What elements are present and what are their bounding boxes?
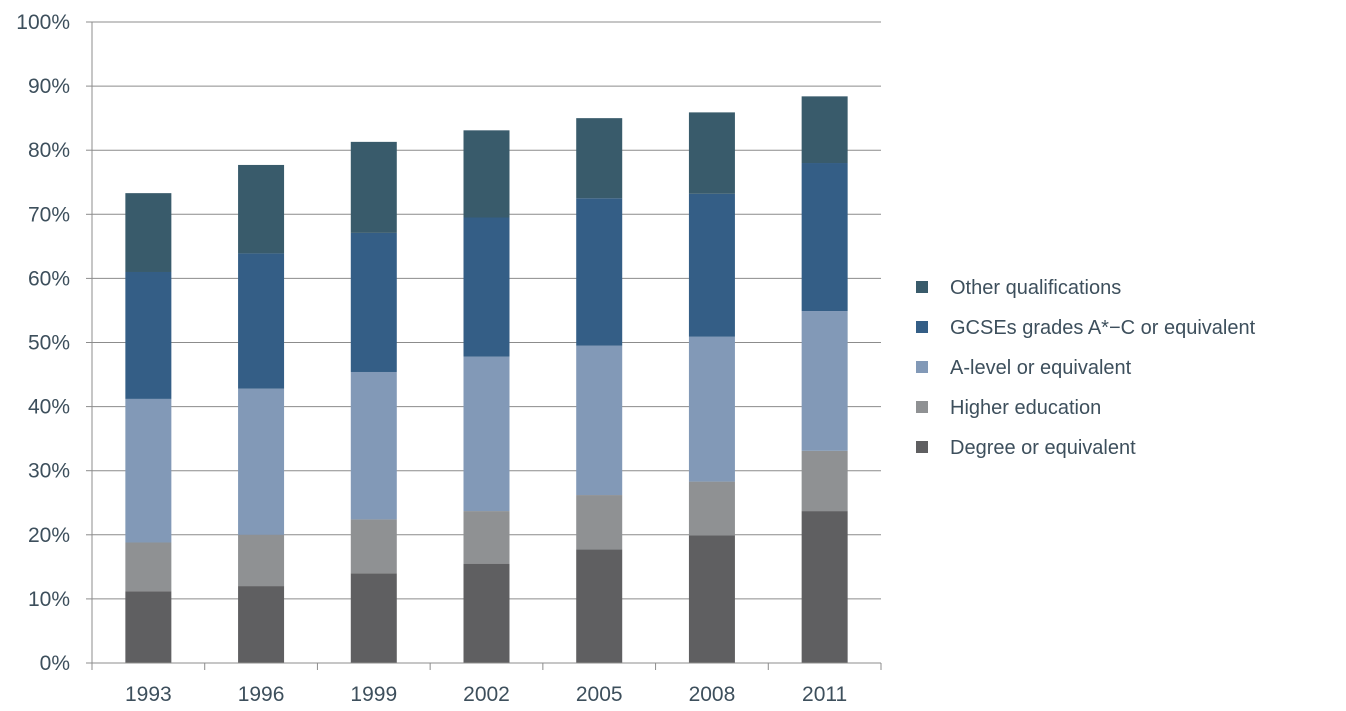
bar-segment-degree-or-equivalent-2005	[576, 549, 623, 663]
bar-segment-degree-or-equivalent-1996	[238, 586, 285, 663]
legend-label: Other qualifications	[950, 277, 1121, 299]
x-tick-label: 2008	[689, 683, 736, 706]
legend-swatch	[916, 441, 928, 453]
legend-swatch	[916, 321, 928, 333]
legend: Other qualifications GCSEs grades A*−C or…	[916, 277, 1256, 459]
bar-segment-higher-education-2011	[801, 450, 848, 512]
bar-segment-a-level-or-equivalent-2008	[688, 336, 735, 482]
bar-segment-a-level-or-equivalent-1999	[350, 371, 397, 520]
y-tick-label: 90%	[28, 75, 70, 98]
bar-segment-higher-education-2008	[688, 481, 735, 536]
legend-swatch	[916, 281, 928, 293]
bar-segment-a-level-or-equivalent-1996	[238, 388, 285, 535]
bar-segment-other-qualifications-1996	[238, 164, 285, 254]
bar-segment-gcses-grades-a-c-or-equivalent-2005	[576, 198, 623, 346]
bars	[125, 96, 848, 663]
bar-segment-higher-education-1999	[350, 519, 397, 574]
bar-segment-degree-or-equivalent-2008	[688, 535, 735, 663]
y-tick-label: 70%	[28, 203, 70, 226]
bar-segment-degree-or-equivalent-2002	[463, 563, 510, 663]
bar-segment-other-qualifications-2002	[463, 130, 510, 218]
y-tick-label: 80%	[28, 139, 70, 162]
x-tick-label: 2011	[802, 683, 847, 706]
bar-segment-a-level-or-equivalent-1993	[125, 398, 172, 543]
legend-label: Degree or equivalent	[950, 437, 1136, 459]
x-tick-label: 2002	[463, 683, 510, 706]
bar-segment-higher-education-1993	[125, 542, 172, 592]
y-tick-label: 60%	[28, 267, 70, 290]
y-tick-label: 50%	[28, 332, 70, 355]
bar-segment-gcses-grades-a-c-or-equivalent-1993	[125, 271, 172, 399]
bar-segment-higher-education-1996	[238, 534, 285, 587]
bar-segment-other-qualifications-2011	[801, 96, 848, 164]
y-tick-label: 10%	[28, 588, 70, 611]
bar-segment-a-level-or-equivalent-2005	[576, 345, 623, 496]
x-axis-ticks: 1993 1996 1999 2002 2005 2008 2011	[91, 663, 882, 706]
bar-segment-other-qualifications-2005	[576, 118, 623, 199]
bar-segment-gcses-grades-a-c-or-equivalent-2011	[801, 163, 848, 312]
legend-label: Higher education	[950, 397, 1101, 419]
bar-segment-other-qualifications-1999	[350, 141, 397, 233]
legend-swatch	[916, 361, 928, 373]
bar-segment-a-level-or-equivalent-2002	[463, 356, 510, 512]
bar-segment-a-level-or-equivalent-2011	[801, 311, 848, 451]
y-tick-label: 30%	[28, 460, 70, 483]
bar-segment-gcses-grades-a-c-or-equivalent-2002	[463, 217, 510, 357]
x-tick-label: 2005	[576, 683, 623, 706]
x-tick-label: 1993	[125, 683, 172, 706]
x-tick-label: 1996	[238, 683, 285, 706]
y-tick-label: 40%	[28, 396, 70, 419]
bar-segment-higher-education-2002	[463, 511, 510, 564]
bar-segment-gcses-grades-a-c-or-equivalent-1996	[238, 253, 285, 389]
legend-label: GCSEs grades A*−C or equivalent	[950, 317, 1256, 339]
bar-segment-gcses-grades-a-c-or-equivalent-2008	[688, 193, 735, 337]
bar-segment-degree-or-equivalent-1999	[350, 573, 397, 663]
y-tick-label: 100%	[16, 11, 70, 34]
y-axis-ticks: 0% 10% 20% 30% 40% 50% 60% 70% 80% 90% 100%	[16, 11, 92, 675]
legend-label: A-level or equivalent	[950, 357, 1132, 379]
bar-segment-higher-education-2005	[576, 495, 623, 550]
bar-segment-gcses-grades-a-c-or-equivalent-1999	[350, 232, 397, 372]
bar-segment-other-qualifications-1993	[125, 193, 172, 272]
y-tick-label: 20%	[28, 524, 70, 547]
bar-segment-other-qualifications-2008	[688, 112, 735, 194]
legend-swatch	[916, 401, 928, 413]
bar-segment-degree-or-equivalent-2011	[801, 511, 848, 663]
axes	[91, 22, 881, 664]
y-tick-label: 0%	[40, 652, 70, 675]
x-tick-label: 1999	[350, 683, 397, 706]
bar-segment-degree-or-equivalent-1993	[125, 591, 172, 663]
